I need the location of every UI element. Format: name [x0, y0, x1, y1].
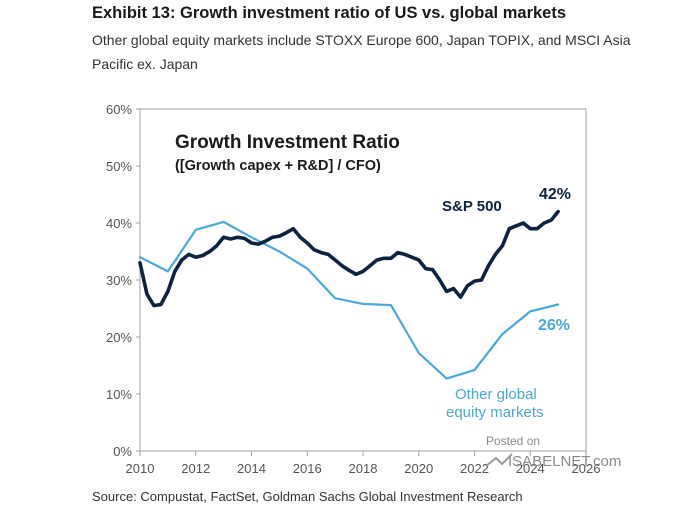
y-tick-label: 30%: [106, 273, 132, 288]
x-tick-label: 2024: [516, 461, 545, 476]
x-tick-label: 2018: [349, 461, 378, 476]
chart-subtitle: ([Growth capex + R&D] / CFO): [175, 158, 381, 174]
y-tick-label: 10%: [106, 387, 132, 402]
x-tick-label: 2020: [404, 461, 433, 476]
x-tick-label: 2010: [126, 461, 155, 476]
x-tick-label: 2014: [237, 461, 266, 476]
y-axis: 0% 10% 20% 30% 40% 50% 60%: [106, 102, 140, 459]
exhibit-title: Exhibit 13: Growth investment ratio of U…: [92, 4, 567, 22]
series-label-other: Other global equity markets: [446, 386, 544, 421]
y-tick-label: 60%: [106, 102, 132, 117]
x-tick-label: 2026: [572, 461, 601, 476]
watermark-line1: Posted on: [486, 434, 540, 448]
series-line-sp500: [138, 209, 560, 308]
end-label-other: 26%: [538, 317, 570, 334]
watermark-line2: ISABELNET.com: [508, 453, 621, 470]
y-tick-label: 40%: [106, 216, 132, 231]
x-tick-label: 2012: [181, 461, 210, 476]
x-axis: 2010 2012 2014 2016 2018 2020 2022 2024 2026: [126, 451, 601, 476]
series-label-sp500: S&P 500: [442, 198, 502, 215]
end-label-sp500: 42%: [539, 186, 571, 203]
watermark-logo-icon: [485, 453, 513, 467]
source-note: Source: Compustat, FactSet, Goldman Sach…: [92, 489, 523, 504]
chart-title: Growth Investment Ratio: [175, 132, 400, 153]
exhibit-subtitle: Other global equity markets include STOX…: [92, 32, 631, 72]
x-tick-label: 2016: [293, 461, 322, 476]
y-tick-label: 50%: [106, 159, 132, 174]
y-tick-label: 0%: [113, 444, 132, 459]
y-tick-label: 20%: [106, 330, 132, 345]
watermark: Posted on ISABELNET.com: [485, 434, 621, 470]
x-tick-label: 2022: [460, 461, 489, 476]
series-line-other: [138, 220, 560, 380]
